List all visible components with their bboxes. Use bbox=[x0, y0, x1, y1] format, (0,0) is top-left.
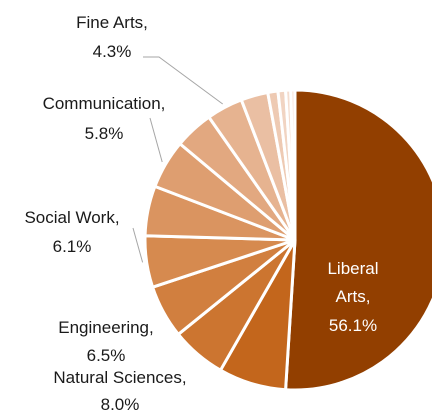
label-fine-arts-name: Fine Arts, bbox=[76, 13, 148, 32]
label-social-work-name: Social Work, bbox=[24, 208, 119, 227]
label-communication-name: Communication, bbox=[43, 94, 166, 113]
label-liberal-arts-line1: Liberal bbox=[327, 259, 378, 278]
label-engineering-value: 6.5% bbox=[87, 346, 126, 365]
slice-labels: Fine Arts, 4.3% Communication, 5.8% Soci… bbox=[24, 13, 378, 414]
label-social-work-value: 6.1% bbox=[53, 237, 92, 256]
pie-slice-unlabeled-13 bbox=[289, 88, 297, 242]
pie-slices bbox=[143, 88, 432, 392]
leader-line-social-work bbox=[132, 227, 144, 263]
label-natural-sciences-name: Natural Sciences, bbox=[53, 368, 186, 387]
leader-line-communication bbox=[149, 117, 163, 163]
label-fine-arts-value: 4.3% bbox=[93, 42, 132, 61]
label-liberal-arts-line2: Arts, bbox=[336, 287, 371, 306]
leader-line-fine-arts bbox=[143, 56, 223, 105]
label-communication-value: 5.8% bbox=[85, 124, 124, 143]
pie-slice-liberal-arts bbox=[284, 88, 432, 392]
label-engineering-name: Engineering, bbox=[58, 318, 153, 337]
leader-lines bbox=[132, 56, 223, 263]
label-natural-sciences-value: 8.0% bbox=[101, 395, 140, 414]
label-liberal-arts-value: 56.1% bbox=[329, 316, 377, 335]
